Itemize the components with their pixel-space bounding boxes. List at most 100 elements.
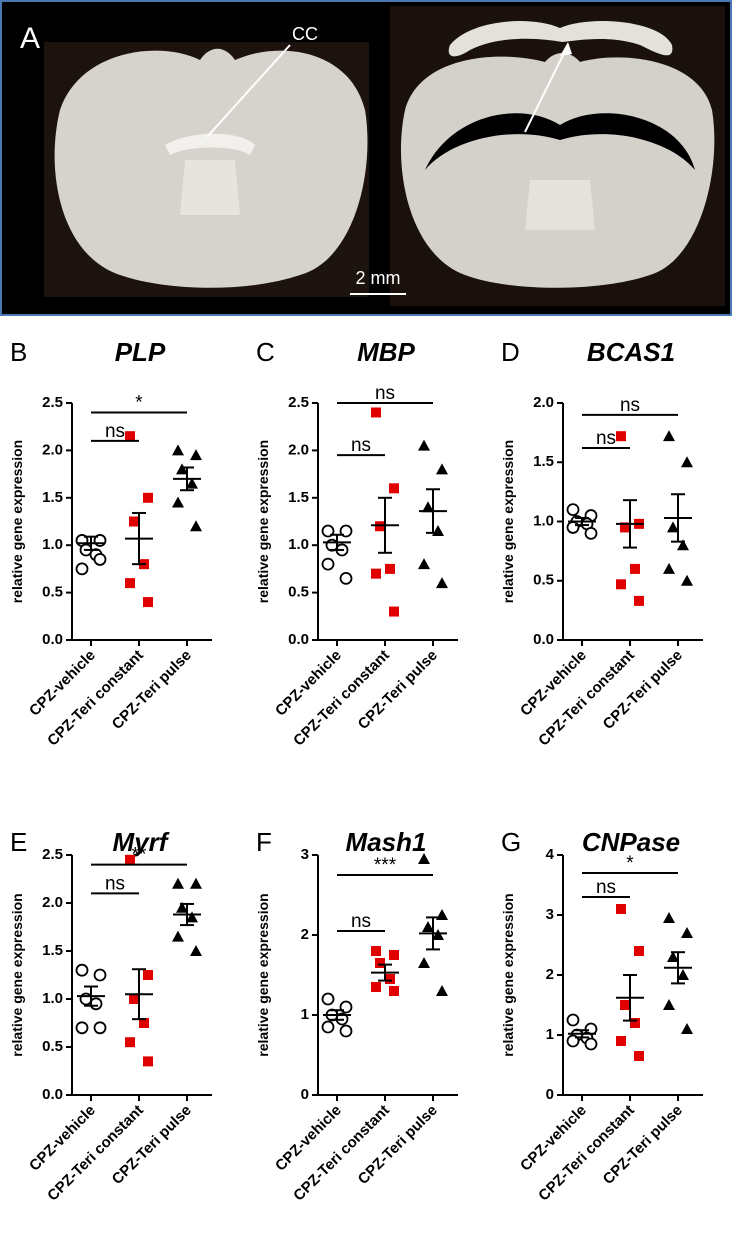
y-tick-label: 0: [546, 1086, 554, 1103]
point: [436, 577, 448, 589]
significance-label: ns: [351, 911, 371, 932]
point: [616, 579, 626, 590]
point: [620, 522, 630, 533]
excised-region: [425, 113, 695, 170]
point: [129, 994, 139, 1004]
point: [339, 1024, 353, 1038]
point: [634, 946, 644, 956]
point: [389, 606, 399, 617]
point: [186, 477, 198, 489]
point: [375, 958, 385, 968]
significance-label: ns: [105, 873, 125, 894]
significance-label: *: [135, 392, 143, 413]
point: [176, 463, 188, 475]
point: [436, 463, 448, 475]
point: [681, 456, 693, 468]
panel-label: B: [10, 337, 27, 367]
point: [436, 985, 448, 996]
y-tick-label: 2.5: [42, 394, 63, 411]
y-tick-label: 1.5: [42, 942, 63, 959]
y-axis-label: relative gene expression: [9, 440, 25, 603]
point: [663, 430, 675, 442]
y-tick-label: 2.0: [533, 394, 554, 411]
point: [634, 595, 644, 606]
point: [389, 986, 399, 996]
point: [321, 524, 335, 538]
point: [418, 853, 430, 864]
point: [432, 929, 444, 940]
y-tick-label: 1.0: [288, 536, 309, 553]
point: [616, 1036, 626, 1046]
point: [186, 911, 198, 923]
arrow-head: [560, 42, 572, 56]
y-tick-label: 0.0: [533, 631, 554, 648]
panel-label: E: [10, 827, 27, 857]
significance-label: ns: [596, 428, 616, 449]
point: [584, 526, 598, 540]
point: [190, 520, 202, 532]
significance-label: ns: [375, 383, 395, 404]
y-tick-label: 1.0: [42, 536, 63, 553]
y-tick-label: 2.5: [42, 846, 63, 863]
point: [422, 501, 434, 513]
point: [143, 597, 153, 608]
y-tick-label: 1: [301, 1006, 309, 1023]
significance-label: ns: [351, 435, 371, 456]
excised-corpus-callosum: [448, 21, 673, 57]
point: [389, 950, 399, 960]
point: [616, 431, 626, 442]
point: [667, 951, 679, 962]
point: [321, 1020, 335, 1034]
point: [385, 563, 395, 574]
chart-title: BCAS1: [587, 337, 675, 367]
corpus-callosum: [165, 133, 255, 155]
point: [389, 483, 399, 494]
chart: D BCAS1 relative gene expression 0.0 0.5 1.0 1…: [500, 337, 703, 749]
chart-title: CNPase: [582, 827, 680, 857]
pointer-line: [206, 44, 291, 138]
point: [681, 1023, 693, 1034]
y-axis-label: relative gene expression: [255, 893, 271, 1056]
point: [143, 1056, 153, 1067]
y-tick-label: 1.0: [42, 990, 63, 1007]
point: [190, 449, 202, 461]
significance-label: ns: [620, 395, 640, 416]
point: [93, 968, 107, 982]
point: [566, 1013, 580, 1027]
point: [663, 562, 675, 574]
point: [93, 553, 107, 566]
y-tick-label: 3: [546, 906, 554, 923]
y-tick-label: 2: [301, 926, 309, 943]
point: [143, 970, 153, 980]
scale-label: 2 mm: [356, 268, 401, 288]
y-tick-label: 1: [546, 1026, 554, 1043]
point: [190, 945, 202, 956]
panel-label: G: [501, 827, 521, 857]
point: [566, 521, 580, 534]
point: [321, 557, 335, 571]
y-tick-label: 2.0: [42, 441, 63, 458]
y-tick-label: 2.0: [42, 894, 63, 911]
point: [681, 574, 693, 586]
y-tick-label: 1.5: [42, 489, 63, 506]
point: [125, 854, 135, 865]
point: [677, 539, 689, 551]
chart-title: Mash1: [346, 827, 427, 857]
y-tick-label: 0.5: [288, 584, 309, 601]
point: [125, 578, 135, 589]
chart-title: MBP: [357, 337, 415, 367]
y-tick-label: 0.5: [42, 584, 63, 601]
pointer-arrow: [524, 44, 569, 133]
point: [371, 946, 381, 956]
point: [139, 1018, 149, 1028]
point: [630, 1018, 640, 1028]
point: [125, 1037, 135, 1048]
significance-label: **: [132, 845, 147, 866]
chart-title: PLP: [115, 337, 166, 367]
point: [75, 963, 89, 977]
point: [681, 927, 693, 938]
significance-label: *: [626, 853, 634, 874]
point: [172, 496, 184, 508]
